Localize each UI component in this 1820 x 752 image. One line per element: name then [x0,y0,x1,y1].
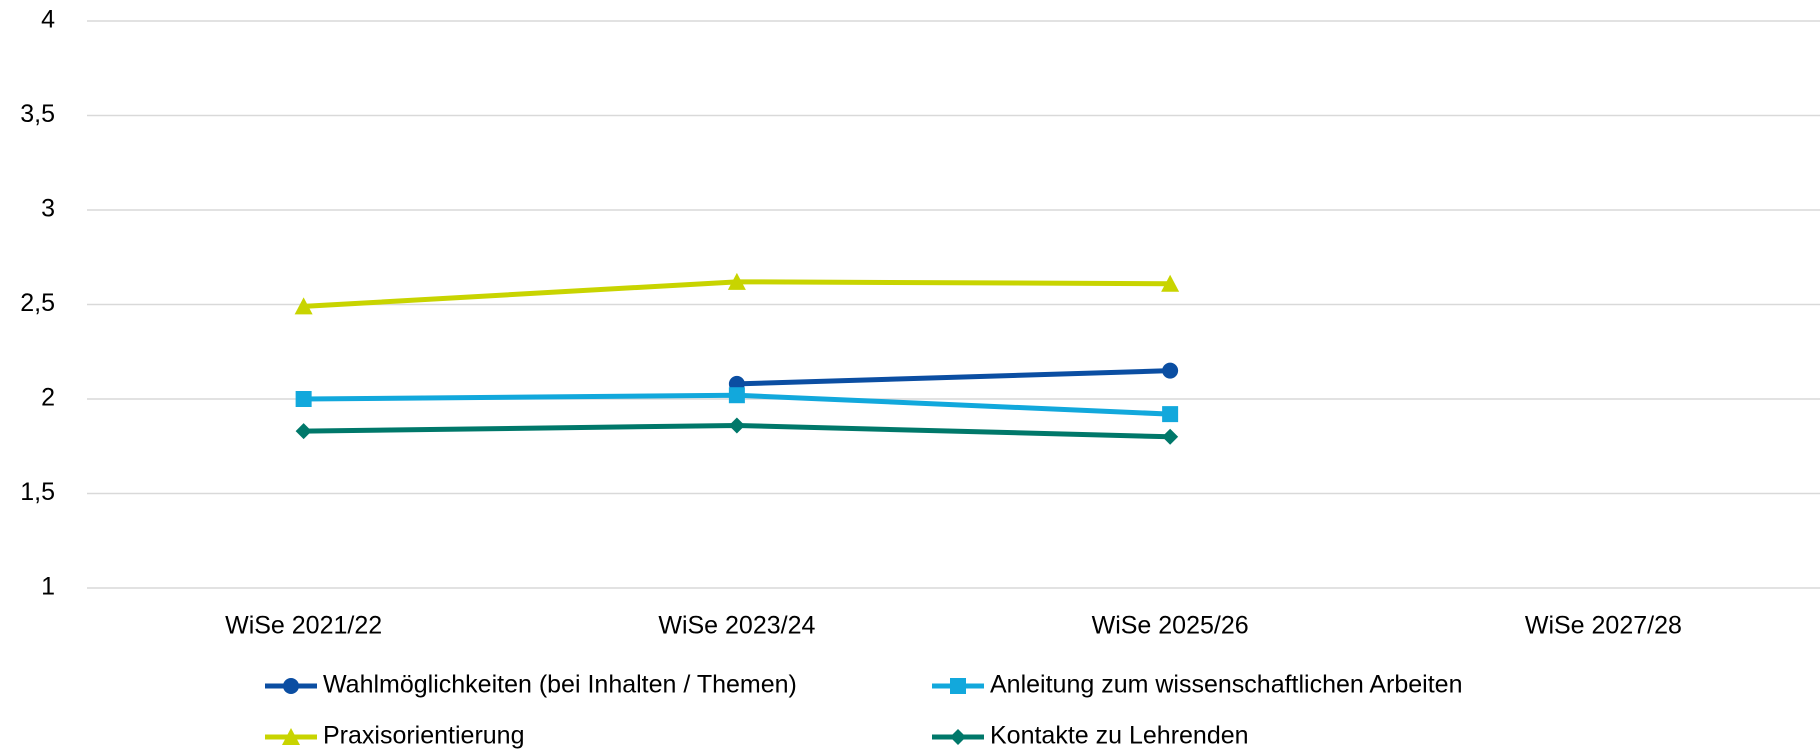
x-tick-label: WiSe 2027/28 [1525,612,1682,640]
x-tick-label: WiSe 2025/26 [1092,612,1249,640]
marker [283,678,299,694]
y-tick-label: 3,5 [20,100,55,128]
legend-label: Praxisorientierung [323,722,525,750]
y-tick-label: 2 [41,384,55,412]
y-tick-label: 1 [41,573,55,601]
legend-label: Wahlmöglichkeiten (bei Inhalten / Themen… [323,671,797,699]
marker [728,417,745,434]
marker [282,728,300,745]
marker [950,678,966,694]
marker [1162,362,1179,379]
legend-label: Anleitung zum wissenschaftlichen Arbeite… [990,671,1463,699]
x-tick-label: WiSe 2023/24 [658,612,815,640]
marker [1161,274,1180,292]
marker [1162,428,1179,445]
marker [294,297,313,315]
y-tick-label: 1,5 [20,478,55,506]
y-tick-label: 3 [41,195,55,223]
y-tick-label: 4 [41,6,55,34]
marker [728,387,745,404]
marker [727,272,746,290]
y-tick-label: 2,5 [20,289,55,317]
x-tick-label: WiSe 2021/22 [225,612,382,640]
series-line [736,368,1171,387]
legend-label: Kontakte zu Lehrenden [990,722,1249,750]
marker [950,729,966,745]
marker [1162,406,1179,423]
marker [295,423,312,440]
marker [295,391,312,407]
